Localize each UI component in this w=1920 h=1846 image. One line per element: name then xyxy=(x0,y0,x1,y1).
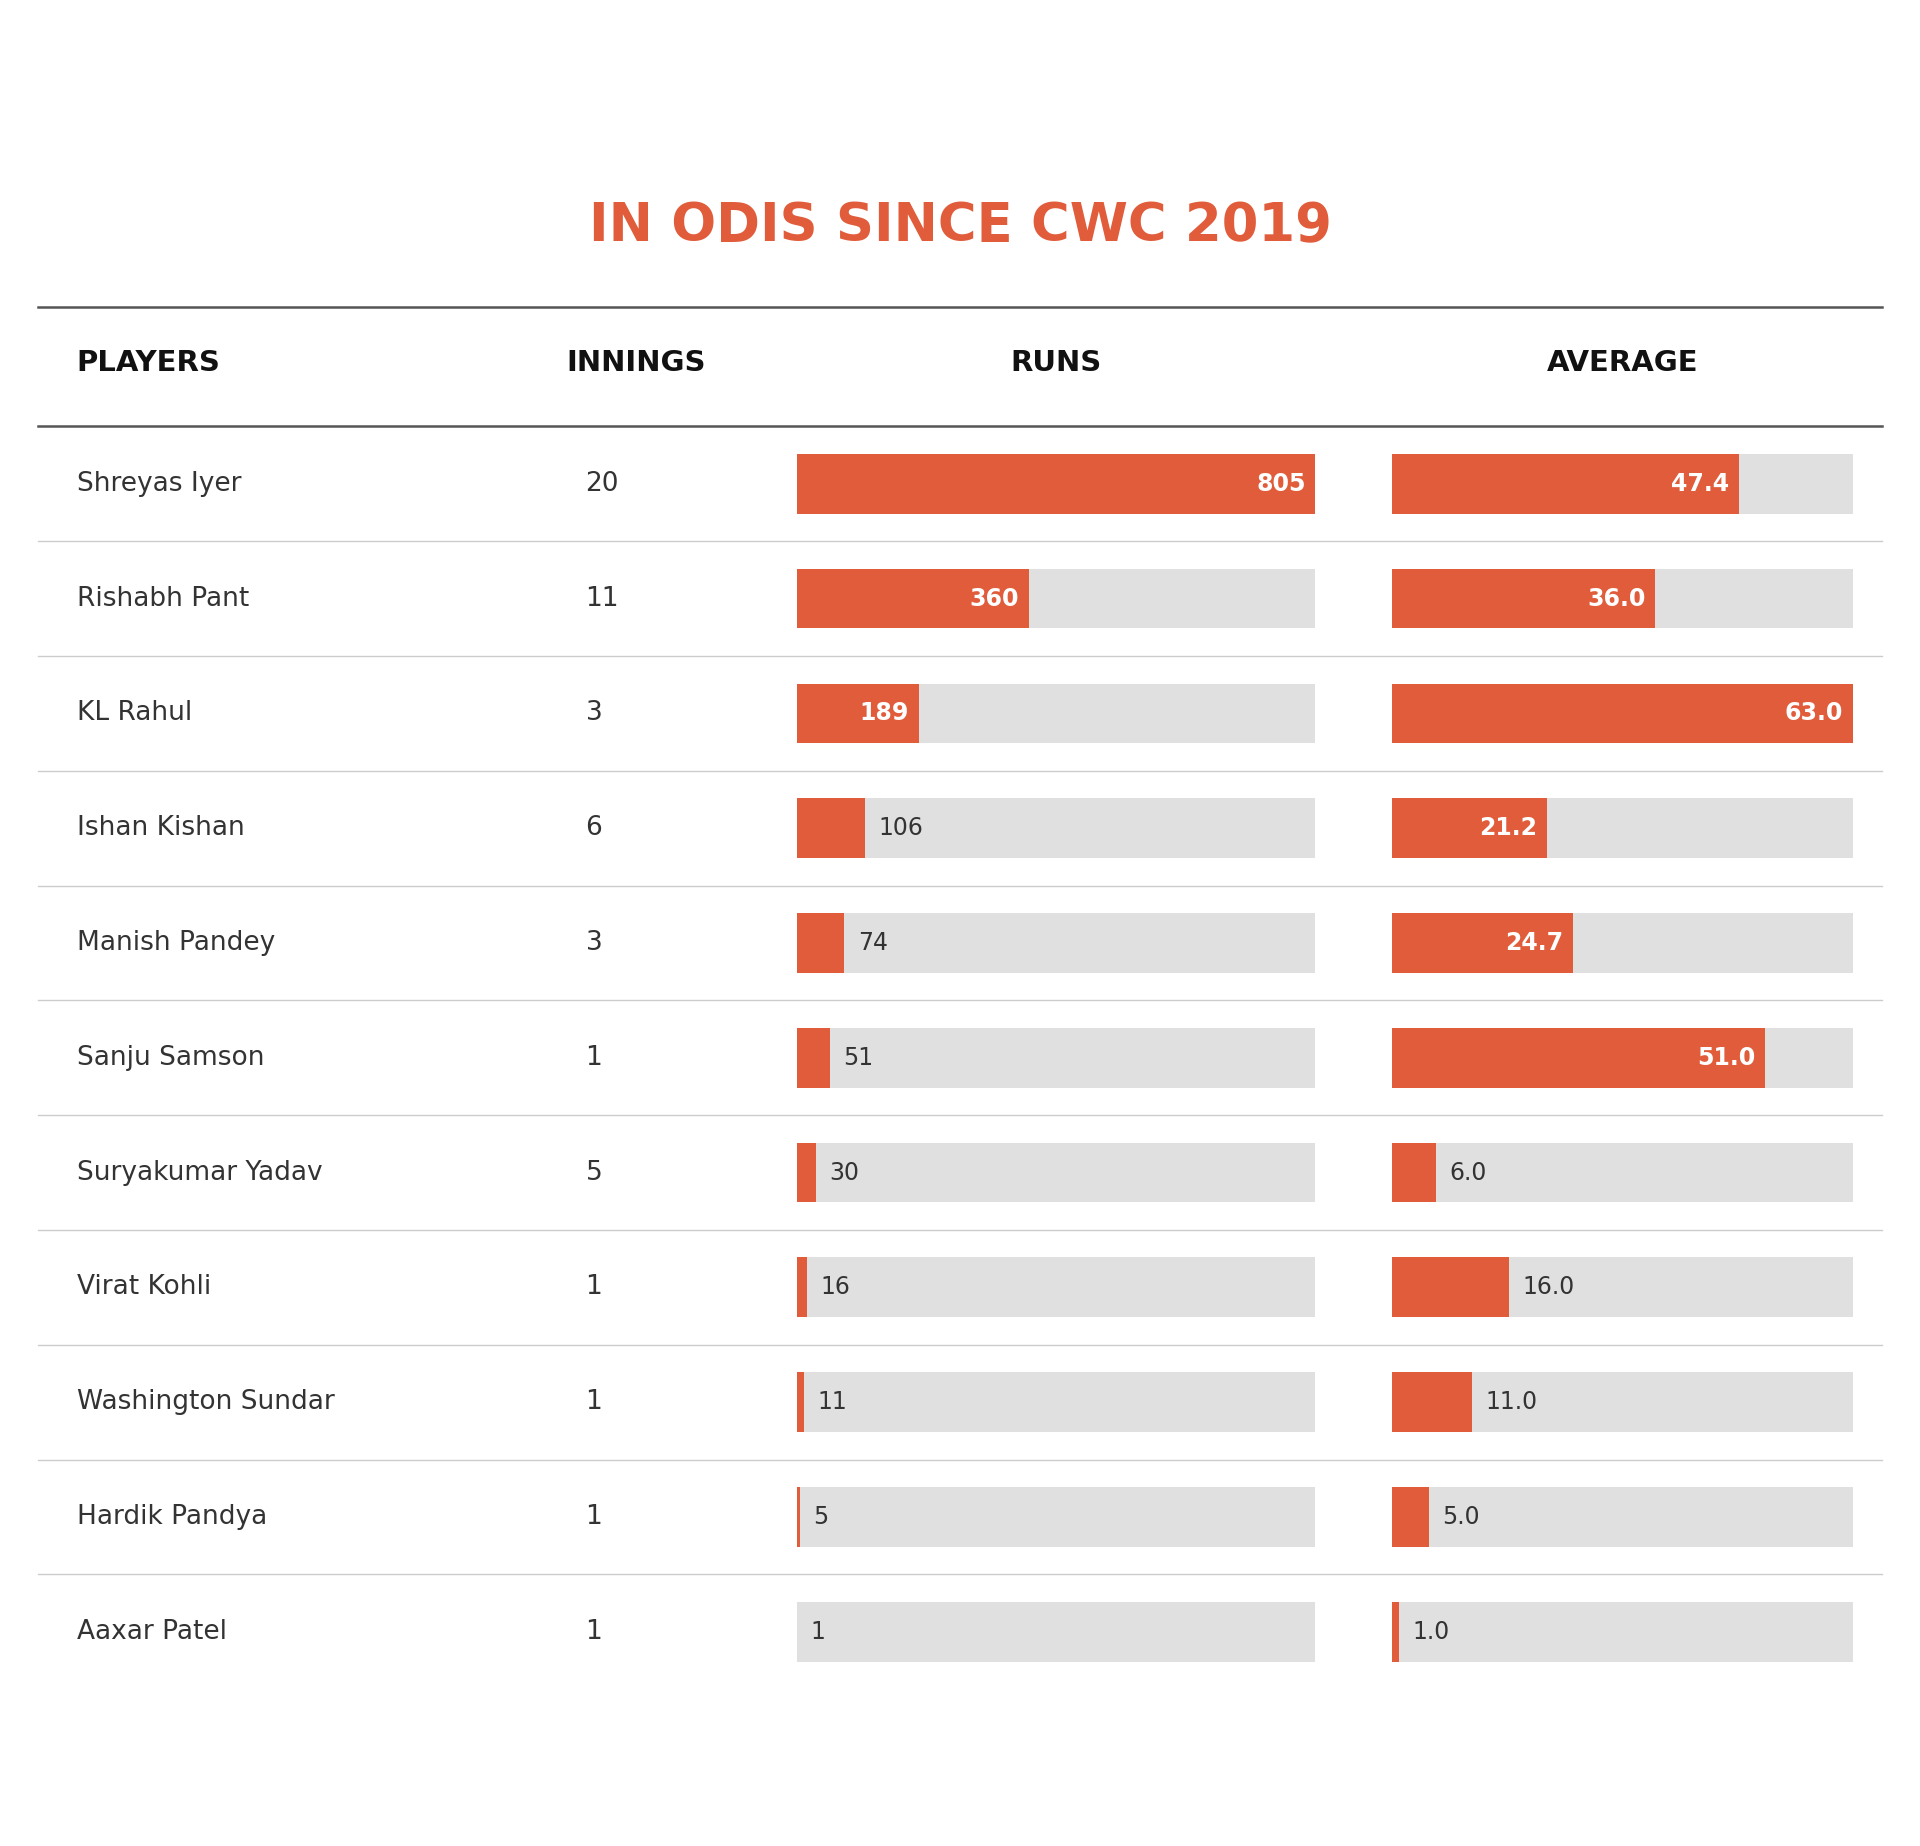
Text: Aaxar Patel: Aaxar Patel xyxy=(77,1619,227,1645)
Text: 16.0: 16.0 xyxy=(1523,1276,1574,1300)
Text: Suryakumar Yadav: Suryakumar Yadav xyxy=(77,1159,323,1185)
Text: 6: 6 xyxy=(586,816,603,842)
Text: 106: 106 xyxy=(879,816,924,840)
Text: 51: 51 xyxy=(843,1045,874,1071)
Bar xyxy=(1392,1488,1428,1547)
Text: 16: 16 xyxy=(820,1276,851,1300)
Text: Sanju Samson: Sanju Samson xyxy=(77,1045,265,1071)
Bar xyxy=(1392,797,1853,858)
Bar xyxy=(797,797,866,858)
Text: 1: 1 xyxy=(586,1274,603,1300)
Bar xyxy=(797,1257,1315,1318)
Text: 360: 360 xyxy=(970,587,1020,611)
Text: 3: 3 xyxy=(586,700,603,725)
Bar xyxy=(1392,454,1853,513)
Text: Washington Sundar: Washington Sundar xyxy=(77,1390,334,1416)
Text: 1: 1 xyxy=(586,1045,603,1071)
Text: 51.0: 51.0 xyxy=(1697,1045,1755,1071)
Bar xyxy=(797,1143,816,1202)
Bar xyxy=(1392,1028,1853,1087)
Bar xyxy=(1392,569,1853,628)
Bar xyxy=(797,1028,829,1087)
Text: 6.0: 6.0 xyxy=(1450,1161,1486,1185)
Bar xyxy=(797,454,1315,513)
Text: 20: 20 xyxy=(586,471,618,497)
Bar xyxy=(797,454,1315,513)
Text: 1: 1 xyxy=(586,1619,603,1645)
Text: 11.0: 11.0 xyxy=(1486,1390,1538,1414)
Bar xyxy=(797,1602,1315,1661)
Text: Shreyas Iyer: Shreyas Iyer xyxy=(77,471,242,497)
Text: 63.0: 63.0 xyxy=(1786,701,1843,725)
Text: Hardik Pandya: Hardik Pandya xyxy=(77,1504,267,1530)
Text: 5: 5 xyxy=(814,1504,829,1528)
Bar xyxy=(797,1488,1315,1547)
Bar xyxy=(1392,569,1655,628)
Bar xyxy=(1392,454,1740,513)
Text: AVERAGE: AVERAGE xyxy=(1548,349,1697,377)
Bar xyxy=(797,1372,804,1432)
Bar xyxy=(1392,1372,1853,1432)
Bar xyxy=(1392,1488,1853,1547)
Text: 1: 1 xyxy=(586,1390,603,1416)
Text: 36.0: 36.0 xyxy=(1588,587,1645,611)
Bar xyxy=(1392,1143,1853,1202)
Text: Ishan Kishan: Ishan Kishan xyxy=(77,816,244,842)
Bar xyxy=(797,1372,1315,1432)
Text: 189: 189 xyxy=(860,701,908,725)
Text: MOST RUNS BY NUMBER 4 BATTERS FOR INDIA: MOST RUNS BY NUMBER 4 BATTERS FOR INDIA xyxy=(0,65,1920,140)
Bar xyxy=(1392,914,1853,973)
Text: 3: 3 xyxy=(586,930,603,956)
Bar xyxy=(1392,797,1548,858)
Bar xyxy=(1392,1257,1509,1318)
Bar xyxy=(797,569,1029,628)
Bar xyxy=(797,797,1315,858)
Bar xyxy=(797,569,1315,628)
Bar xyxy=(1392,1372,1473,1432)
Text: 5.0: 5.0 xyxy=(1442,1504,1480,1528)
Text: KL Rahul: KL Rahul xyxy=(77,700,192,725)
Text: 30: 30 xyxy=(829,1161,860,1185)
Text: SPORTSBOOM: SPORTSBOOM xyxy=(620,1726,1300,1809)
Text: 1: 1 xyxy=(586,1504,603,1530)
Text: 11: 11 xyxy=(586,585,618,611)
Bar xyxy=(797,1488,801,1547)
Text: 74: 74 xyxy=(858,930,887,954)
Text: Manish Pandey: Manish Pandey xyxy=(77,930,275,956)
Bar xyxy=(797,914,845,973)
Text: Virat Kohli: Virat Kohli xyxy=(77,1274,211,1300)
Text: 11: 11 xyxy=(818,1390,847,1414)
Text: 47.4: 47.4 xyxy=(1670,473,1730,497)
Bar xyxy=(797,1028,1315,1087)
Bar xyxy=(1392,683,1853,744)
Bar xyxy=(1392,1257,1853,1318)
Text: 21.2: 21.2 xyxy=(1480,816,1538,840)
Text: INNINGS: INNINGS xyxy=(566,349,707,377)
Text: Rishabh Pant: Rishabh Pant xyxy=(77,585,250,611)
Bar xyxy=(1392,683,1853,744)
Bar xyxy=(797,683,1315,744)
Text: 5: 5 xyxy=(586,1159,603,1185)
Bar xyxy=(1392,1143,1436,1202)
Text: 805: 805 xyxy=(1256,473,1306,497)
Text: 1.0: 1.0 xyxy=(1413,1619,1450,1643)
Bar xyxy=(1392,914,1572,973)
Bar xyxy=(797,1143,1315,1202)
Bar xyxy=(1392,1602,1400,1661)
Text: 24.7: 24.7 xyxy=(1505,930,1563,954)
Bar xyxy=(1392,1028,1764,1087)
Text: IN ODIS SINCE CWC 2019: IN ODIS SINCE CWC 2019 xyxy=(589,199,1331,253)
Text: PLAYERS: PLAYERS xyxy=(77,349,221,377)
Bar xyxy=(797,914,1315,973)
Bar xyxy=(1392,1602,1853,1661)
Bar xyxy=(797,683,918,744)
Text: RUNS: RUNS xyxy=(1010,349,1102,377)
Text: 1: 1 xyxy=(810,1619,826,1643)
Bar xyxy=(797,1257,806,1318)
